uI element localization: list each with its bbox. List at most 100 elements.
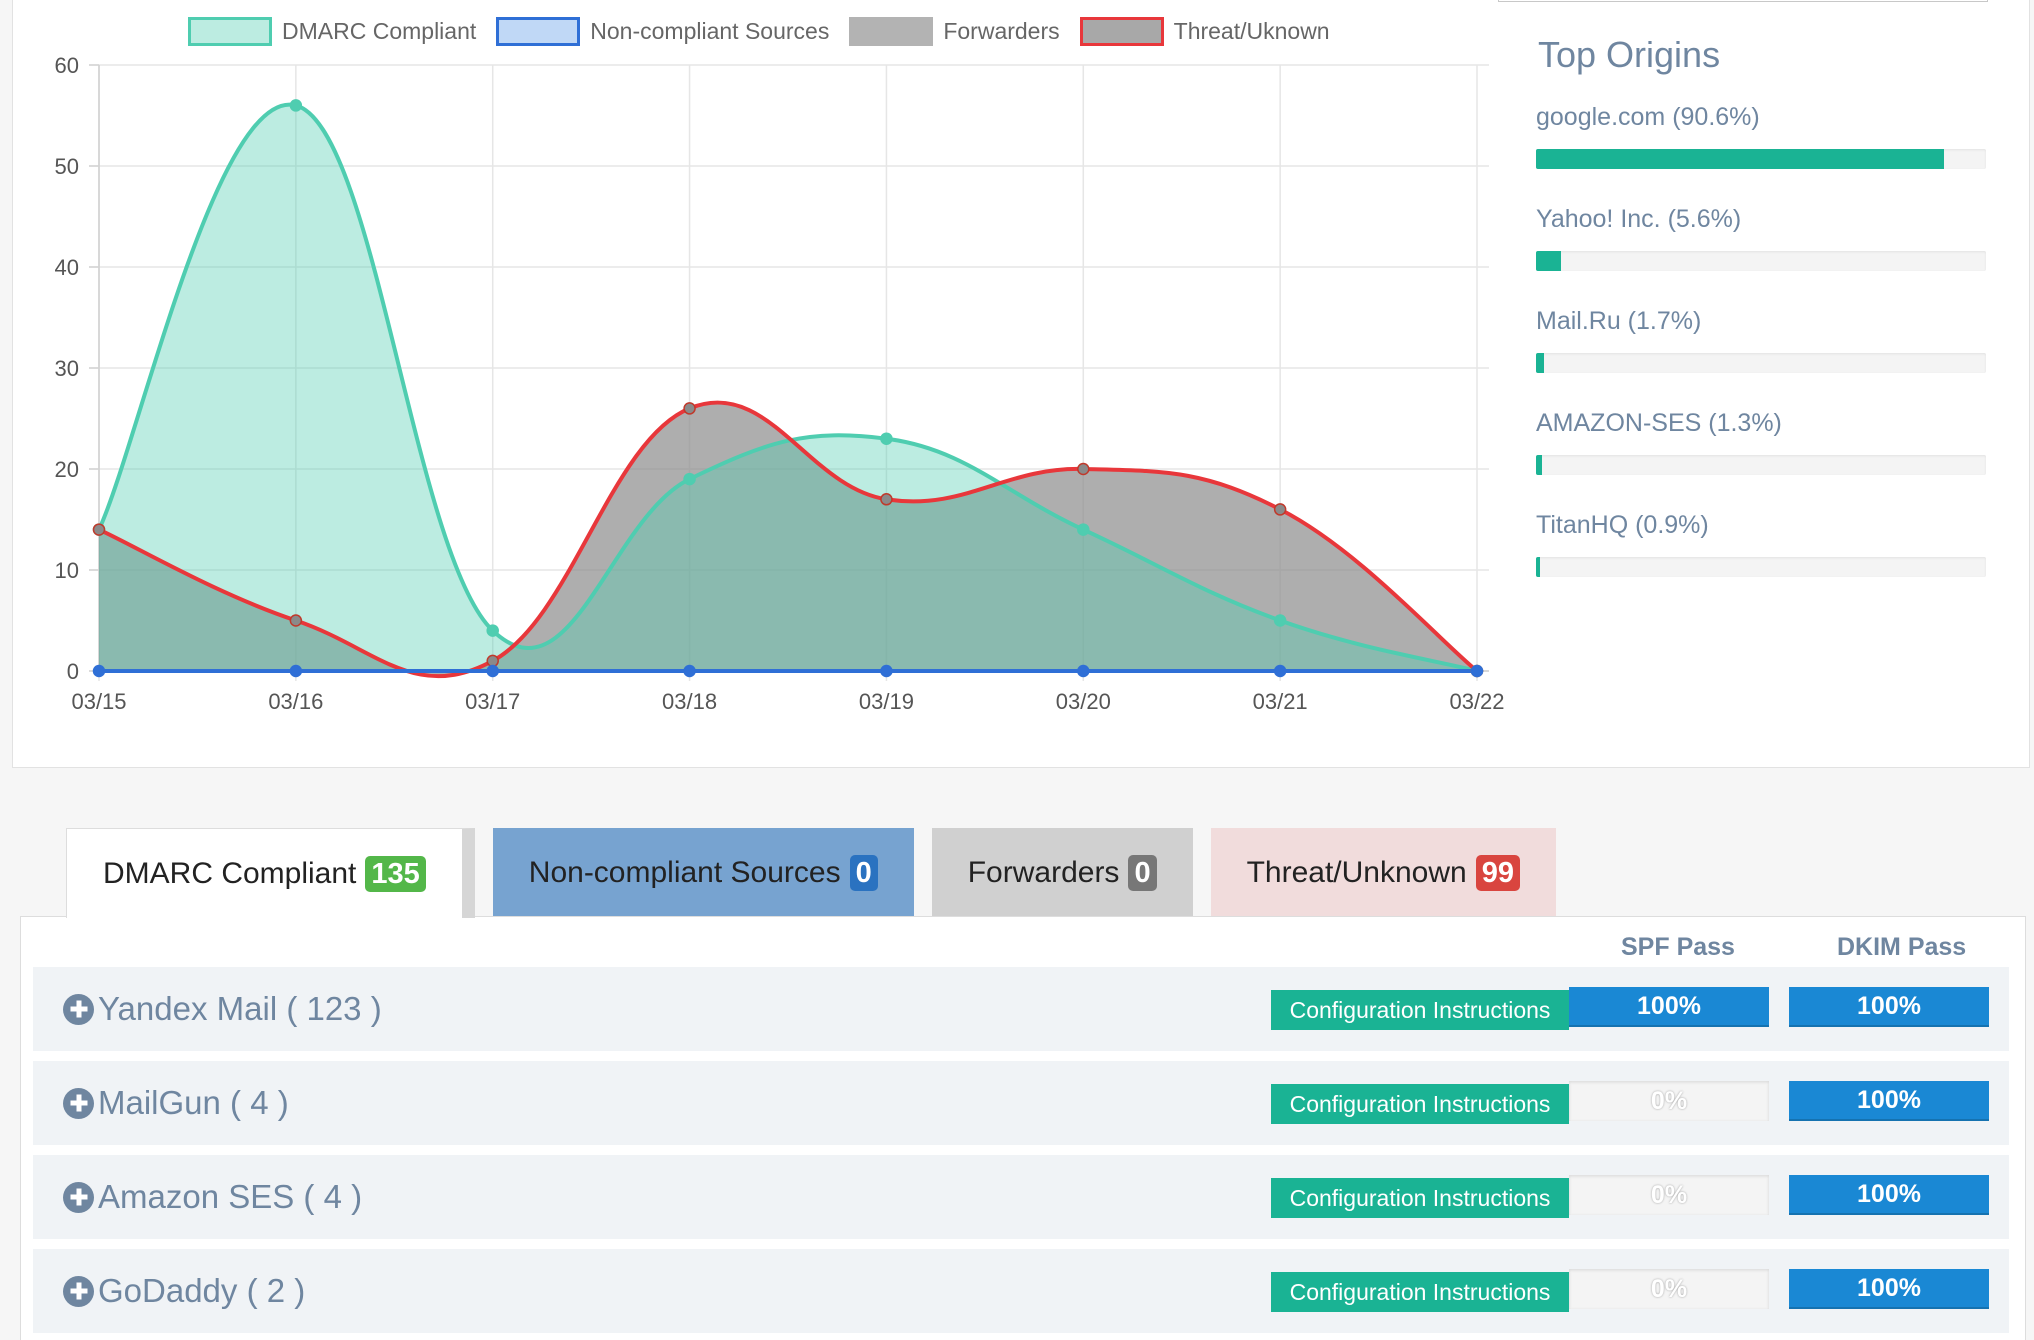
spf-pass-bar: 0% xyxy=(1569,1081,1769,1121)
source-label: Yandex Mail ( 123 ) xyxy=(98,990,382,1027)
origin-item: Mail.Ru (1.7%) xyxy=(1536,306,1988,408)
x-tick-label: 03/17 xyxy=(465,689,520,714)
legend-swatch-threat xyxy=(1079,17,1164,46)
origin-label: google.com (90.6%) xyxy=(1536,103,1760,131)
configuration-instructions-button[interactable]: Configuration Instructions xyxy=(1271,1178,1569,1218)
configuration-instructions-button[interactable]: Configuration Instructions xyxy=(1271,1084,1569,1124)
x-tick-label: 03/21 xyxy=(1253,689,1308,714)
data-point-non-compliant xyxy=(486,664,499,678)
legend-label-forwarders: Forwarders xyxy=(943,18,1060,44)
legend-label-non-compliant: Non-compliant Sources xyxy=(590,18,830,44)
y-tick-label: 10 xyxy=(55,558,79,583)
tab-forwarders[interactable]: Forwarders 0 xyxy=(931,828,1193,917)
tab-threat-unknown[interactable]: Threat/Unknown 99 xyxy=(1210,828,1556,917)
origin-item: TitanHQ (0.9%) xyxy=(1536,510,1988,612)
data-point-dmarc xyxy=(486,624,499,637)
data-point-dmarc xyxy=(1077,523,1090,536)
origin-progress-track xyxy=(1536,455,1986,475)
legend-item-non-compliant[interactable]: Non-compliant Sources xyxy=(496,17,829,46)
dkim-pass-bar: 100% xyxy=(1789,1175,1989,1215)
origin-progress-track xyxy=(1536,251,1986,271)
origin-progress-track xyxy=(1536,353,1986,373)
data-point-threat xyxy=(92,523,106,536)
x-tick-label: 03/18 xyxy=(662,689,717,714)
data-point-non-compliant xyxy=(880,664,893,678)
count-badge: 99 xyxy=(1475,854,1520,891)
legend-item-dmarc-compliant[interactable]: DMARC Compliant xyxy=(188,17,476,46)
series-line-dmarc xyxy=(97,102,1478,673)
origin-progress-fill xyxy=(1536,149,1944,169)
dkim-pass-header: DKIM Pass xyxy=(1837,933,1967,961)
top-origins-panel: Top Origins google.com (90.6%) Yahoo! In… xyxy=(1536,34,1988,612)
data-point-dmarc xyxy=(880,432,893,445)
sources-table: SPF Pass DKIM Pass Yandex Mail ( 123 ) C… xyxy=(20,916,2026,1340)
source-label: Amazon SES ( 4 ) xyxy=(98,1178,363,1215)
tab-label: Non-compliant Sources xyxy=(528,855,841,889)
expand-plus-icon[interactable] xyxy=(63,1087,94,1119)
y-tick-label: 50 xyxy=(55,154,79,179)
spf-pass-bar: 0% xyxy=(1569,1269,1769,1309)
x-tick-label: 03/16 xyxy=(268,689,323,714)
legend-item-forwarders[interactable]: Forwarders xyxy=(849,17,1060,46)
configuration-instructions-button[interactable]: Configuration Instructions xyxy=(1271,1272,1569,1312)
expand-plus-icon[interactable] xyxy=(63,1181,94,1213)
y-tick-label: 0 xyxy=(67,659,79,684)
y-tick-label: 40 xyxy=(55,255,79,280)
tab-non-compliant-sources[interactable]: Non-compliant Sources 0 xyxy=(492,828,914,917)
origin-progress-track xyxy=(1536,149,1986,169)
spf-pass-bar: 100% xyxy=(1569,987,1769,1027)
tab-dmarc-compliant[interactable]: DMARC Compliant 135 xyxy=(66,828,475,918)
table-row[interactable]: MailGun ( 4 ) Configuration Instructions… xyxy=(33,1061,2009,1145)
data-point-non-compliant xyxy=(683,664,696,678)
x-tick-label: 03/15 xyxy=(71,689,126,714)
series-area-dmarc xyxy=(99,104,1477,671)
source-name[interactable]: GoDaddy ( 2 ) xyxy=(63,1249,305,1333)
origin-progress-track xyxy=(1536,557,1986,577)
data-point-non-compliant xyxy=(289,664,303,678)
x-tick-label: 03/22 xyxy=(1449,689,1504,714)
source-name[interactable]: Amazon SES ( 4 ) xyxy=(63,1155,362,1239)
category-tabs: DMARC Compliant 135 Non-compliant Source… xyxy=(66,828,1574,918)
top-origins-title: Top Origins xyxy=(1538,34,1721,75)
source-label: MailGun ( 4 ) xyxy=(98,1084,289,1121)
origin-label: AMAZON-SES (1.3%) xyxy=(1536,409,1782,437)
data-point-non-compliant xyxy=(1273,664,1287,678)
table-row[interactable]: Yandex Mail ( 123 ) Configuration Instru… xyxy=(33,967,2009,1051)
origin-label: Mail.Ru (1.7%) xyxy=(1536,307,1702,335)
data-point-dmarc xyxy=(289,99,303,112)
origin-item: google.com (90.6%) xyxy=(1536,102,1988,204)
source-name[interactable]: MailGun ( 4 ) xyxy=(63,1061,289,1145)
legend-swatch-non-compliant xyxy=(496,17,581,46)
y-tick-label: 20 xyxy=(55,457,79,482)
origin-item: Yahoo! Inc. (5.6%) xyxy=(1536,204,1988,306)
expand-plus-icon[interactable] xyxy=(63,993,94,1025)
data-point-threat xyxy=(880,493,893,506)
data-point-threat xyxy=(1273,503,1287,516)
traffic-area-chart: 0 10 20 30 40 50 60 03/15 03/16 03/17 03/18 03/19 03… xyxy=(55,53,1505,714)
count-badge: 0 xyxy=(849,854,878,891)
origins-top-border xyxy=(1498,0,1988,2)
x-tick-label: 03/20 xyxy=(1056,689,1111,714)
source-name[interactable]: Yandex Mail ( 123 ) xyxy=(63,967,382,1051)
table-row[interactable]: GoDaddy ( 2 ) Configuration Instructions… xyxy=(33,1249,2009,1333)
data-point-threat xyxy=(289,614,303,627)
count-badge: 135 xyxy=(365,855,426,892)
tab-label: Forwarders xyxy=(967,855,1120,889)
legend-label-dmarc: DMARC Compliant xyxy=(282,18,477,44)
data-point-non-compliant xyxy=(1470,664,1484,678)
count-badge: 0 xyxy=(1128,854,1157,891)
data-point-dmarc xyxy=(683,472,696,486)
tab-label: Threat/Unknown xyxy=(1246,855,1467,889)
expand-plus-icon[interactable] xyxy=(63,1275,94,1307)
spf-pass-header: SPF Pass xyxy=(1621,933,1735,961)
origin-label: TitanHQ (0.9%) xyxy=(1536,511,1709,539)
configuration-instructions-button[interactable]: Configuration Instructions xyxy=(1271,990,1569,1030)
table-row[interactable]: Amazon SES ( 4 ) Configuration Instructi… xyxy=(33,1155,2009,1239)
origin-progress-fill xyxy=(1536,557,1541,577)
y-tick-label: 60 xyxy=(55,53,79,78)
dkim-pass-bar: 100% xyxy=(1789,1081,1989,1121)
origin-label: Yahoo! Inc. (5.6%) xyxy=(1536,205,1742,233)
legend-item-threat[interactable]: Threat/Uknown xyxy=(1079,17,1330,46)
origin-progress-fill xyxy=(1536,251,1562,271)
dkim-pass-bar: 100% xyxy=(1789,1269,1989,1309)
